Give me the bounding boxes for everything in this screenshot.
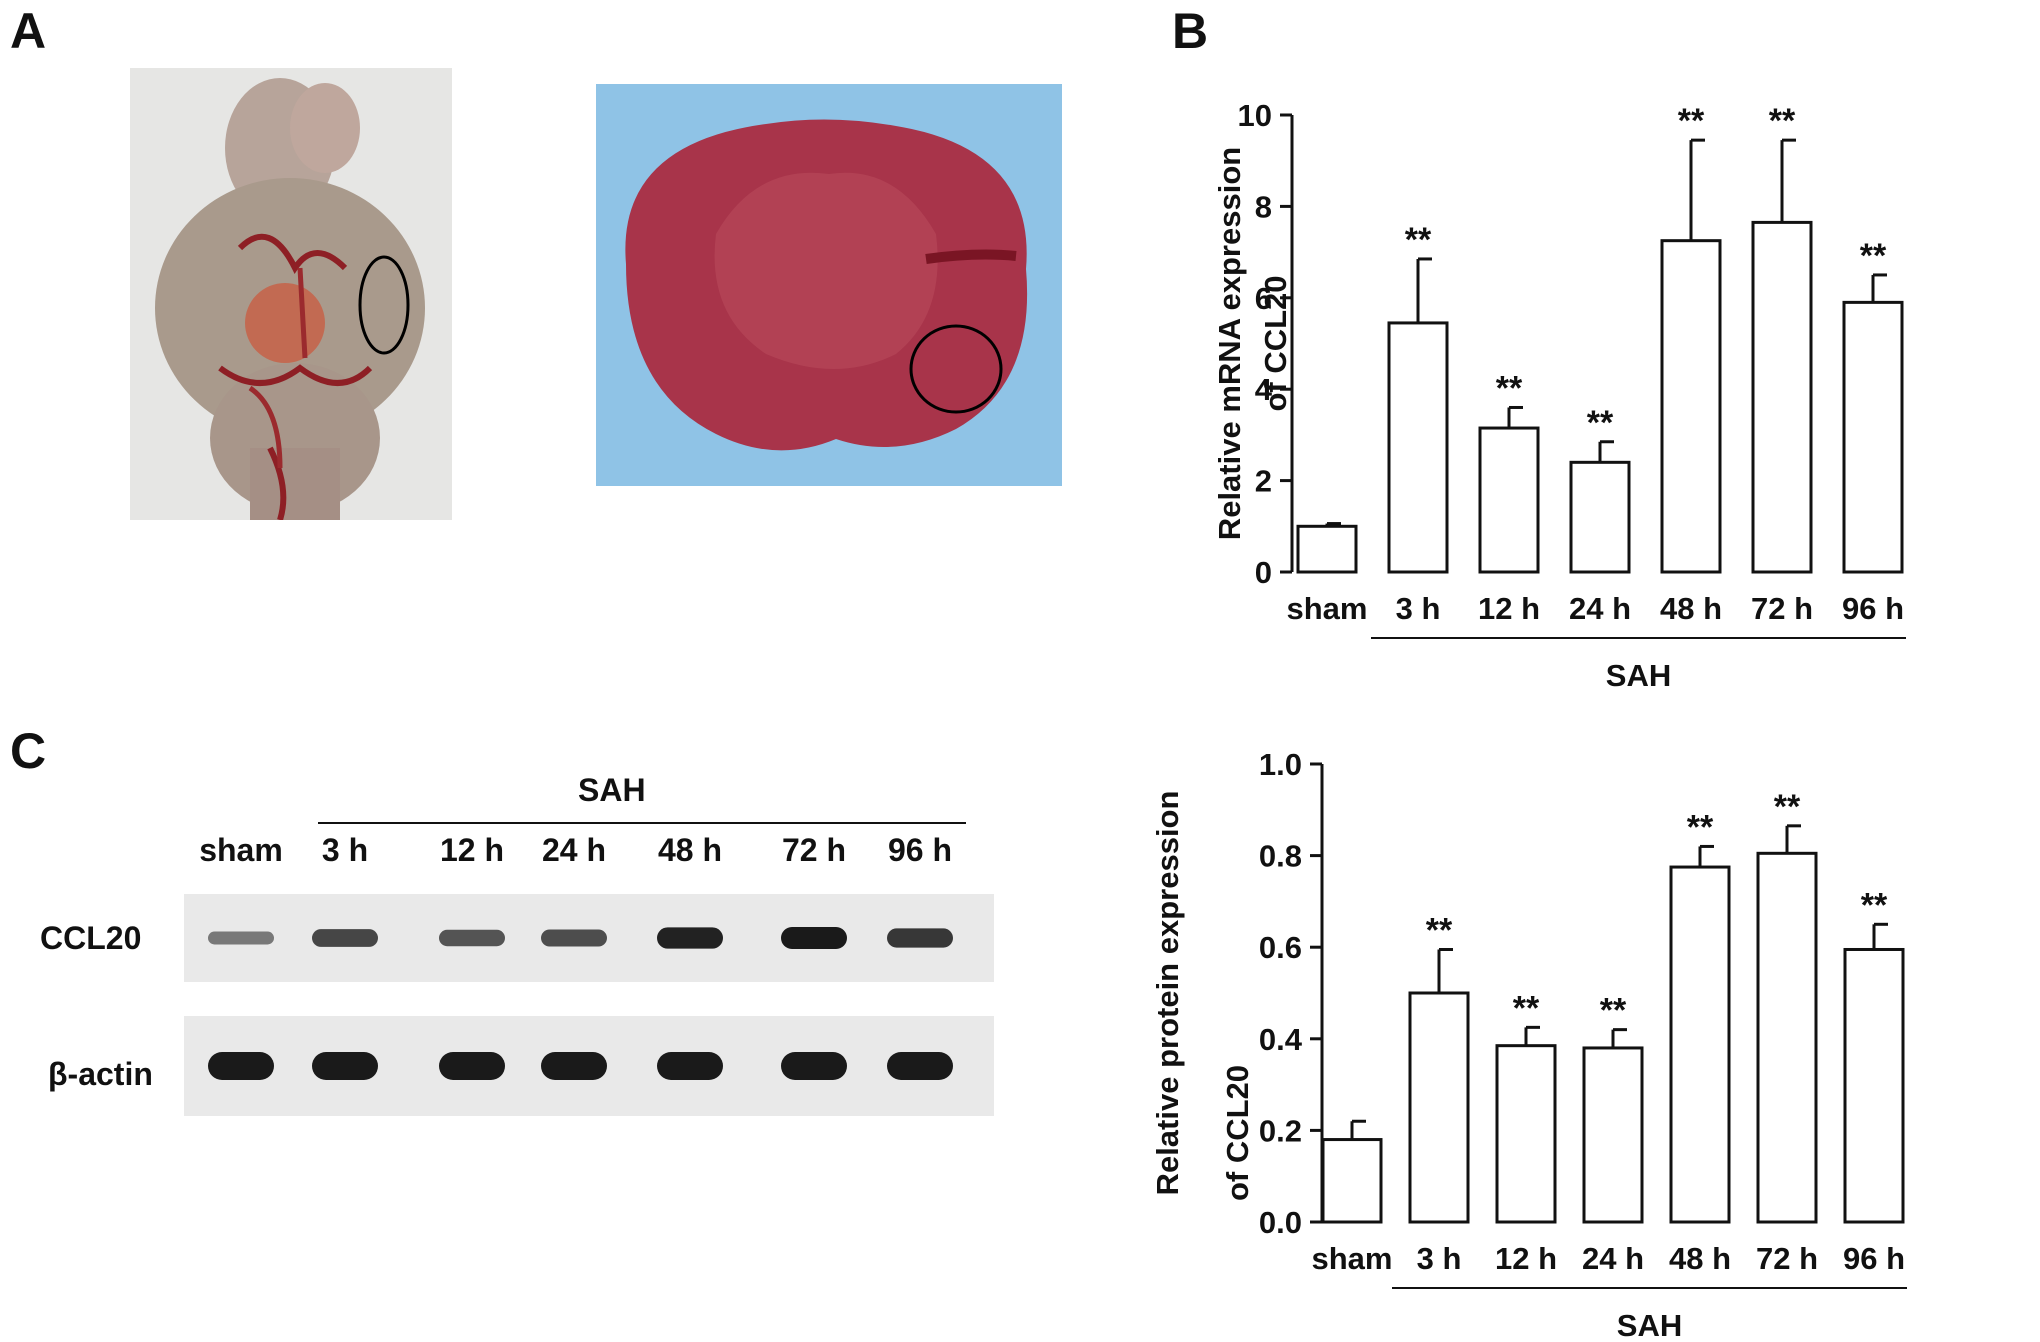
significance-marker: ** — [1587, 404, 1614, 442]
panel-label-b: B — [1172, 3, 1209, 59]
x-tick-label: 72 h — [1756, 1241, 1818, 1276]
blot-lane-label: sham — [199, 832, 283, 868]
whole-brain-photo — [130, 68, 452, 520]
blot-row-label-actin: β-actin — [48, 1056, 153, 1092]
blot-band — [439, 1052, 505, 1080]
x-tick-label: sham — [1312, 1241, 1393, 1276]
y-axis-label: Relative mRNA expression — [1212, 147, 1247, 540]
bar — [1756, 851, 1818, 1224]
x-tick-label: sham — [1287, 591, 1368, 626]
bar — [1296, 524, 1358, 574]
y-tick-label: 4 — [1255, 372, 1273, 407]
blot-strip-ccl20 — [184, 894, 994, 982]
blot-band — [887, 1052, 953, 1080]
protein-expression-chart: 0.0 0.2 0.4 0.6 0.8 1.0 Relative protein expre… — [1150, 747, 1907, 1342]
blot-band — [312, 1052, 378, 1080]
x-tick-label: 24 h — [1569, 591, 1631, 626]
y-axis-label-line2: of CCL20 — [1258, 275, 1293, 411]
x-tick-label: 72 h — [1751, 591, 1813, 626]
y-tick-label: 0.2 — [1259, 1113, 1302, 1148]
blot-band — [657, 927, 723, 949]
blot-lane-label: 12 h — [439, 832, 505, 868]
blot-group-label: SAH — [578, 772, 646, 808]
y-tick-label: 8 — [1255, 189, 1272, 224]
significance-marker: ** — [1861, 886, 1888, 924]
significance-marker: ** — [1769, 102, 1796, 140]
blot-lane-label: 3 h — [321, 832, 369, 868]
bar — [1751, 220, 1813, 574]
x-tick-label: 12 h — [1495, 1241, 1557, 1276]
blot-strip-actin — [184, 1016, 994, 1116]
hemorrhage-circle-marker — [358, 255, 410, 355]
panel-label-a: A — [10, 3, 47, 59]
y-tick-label: 10 — [1238, 98, 1272, 133]
x-tick-label: 24 h — [1582, 1241, 1644, 1276]
blot-lane-label: 72 h — [781, 832, 847, 868]
bar — [1569, 460, 1631, 574]
x-tick-label: 3 h — [1396, 591, 1441, 626]
blot-lane-label: 96 h — [887, 832, 953, 868]
blot-group-line — [318, 822, 966, 824]
y-axis-label: Relative protein expression — [1150, 791, 1185, 1196]
bar — [1660, 239, 1722, 574]
hemorrhage-circle-marker-section — [909, 324, 1003, 414]
significance-marker: ** — [1513, 989, 1540, 1027]
bar — [1321, 1138, 1383, 1224]
blot-band — [657, 1052, 723, 1080]
blot-strip-canvas — [184, 894, 994, 982]
blot-row-label-ccl20: CCL20 — [40, 920, 142, 956]
significance-marker: ** — [1426, 911, 1453, 949]
blot-band — [781, 1052, 847, 1080]
significance-marker: ** — [1860, 237, 1887, 275]
blot-band — [208, 931, 274, 945]
significance-marker: ** — [1774, 788, 1801, 826]
bar — [1843, 947, 1905, 1224]
bar — [1408, 991, 1470, 1224]
blot-band — [781, 927, 847, 949]
blot-band — [887, 928, 953, 948]
blot-band — [312, 929, 378, 947]
y-tick-label: 0.6 — [1259, 930, 1302, 965]
bar — [1478, 426, 1540, 574]
bar — [1842, 300, 1904, 574]
y-axis-label-line2: of CCL20 — [1220, 1065, 1255, 1201]
x-tick-label: 96 h — [1843, 1241, 1905, 1276]
brain-section-photo — [596, 84, 1062, 486]
blot-lane-label: 24 h — [541, 832, 607, 868]
x-tick-label: 48 h — [1669, 1241, 1731, 1276]
group-label: SAH — [1606, 658, 1671, 693]
x-tick-label: 12 h — [1478, 591, 1540, 626]
y-tick-label: 0.0 — [1259, 1205, 1302, 1240]
y-tick-label: 0.8 — [1259, 839, 1302, 874]
mrna-expression-chart: 0 2 4 6 8 10 Relative mRNA expression of CCL20 s… — [1212, 98, 1906, 693]
significance-marker: ** — [1678, 102, 1705, 140]
bar — [1582, 1046, 1644, 1224]
y-tick-label: 0 — [1255, 555, 1272, 590]
blot-strip-canvas — [184, 1016, 994, 1116]
panel-label-c: C — [10, 723, 47, 779]
blot-band — [439, 929, 505, 947]
bar — [1387, 321, 1449, 574]
y-tick-label: 6 — [1255, 281, 1272, 316]
significance-marker: ** — [1687, 808, 1714, 846]
bar — [1669, 865, 1731, 1224]
x-tick-label: 96 h — [1842, 591, 1904, 626]
significance-marker: ** — [1600, 992, 1627, 1030]
y-tick-label: 0.4 — [1259, 1022, 1303, 1057]
blot-band — [208, 1052, 274, 1080]
y-tick-label: 1.0 — [1259, 747, 1302, 782]
significance-marker: ** — [1496, 369, 1523, 407]
group-label: SAH — [1617, 1308, 1682, 1342]
significance-marker: ** — [1405, 221, 1432, 259]
blot-band — [541, 929, 607, 947]
bar — [1495, 1044, 1557, 1224]
y-tick-label: 2 — [1255, 464, 1272, 499]
x-tick-label: 3 h — [1417, 1241, 1462, 1276]
blot-band — [541, 1052, 607, 1080]
x-tick-label: 48 h — [1660, 591, 1722, 626]
blot-lane-label: 48 h — [657, 832, 723, 868]
